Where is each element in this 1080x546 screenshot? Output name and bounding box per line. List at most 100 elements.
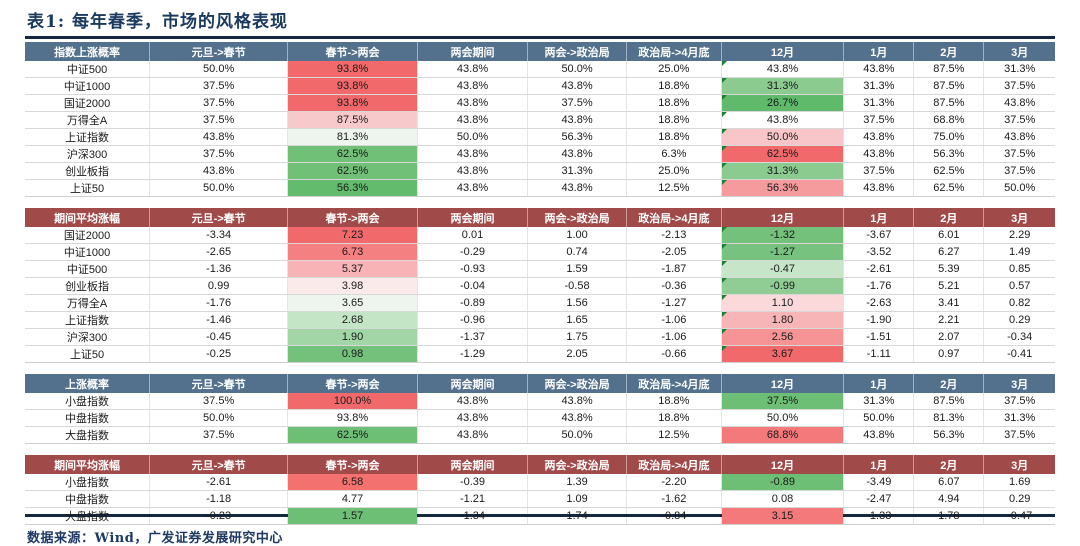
table-row: 上证指数 -1.46 2.68 -0.96 1.65 -1.06 1.80 -1.90 2.21… bbox=[25, 311, 1055, 329]
row-label: 中证500 bbox=[25, 61, 151, 78]
data-cell: 43.8% bbox=[527, 77, 627, 95]
table-row: 中盘指数 50.0% 93.8% 43.8% 43.8% 18.8% 50.0% 50.0% 8… bbox=[25, 409, 1055, 427]
data-cell-with-corner-mark-icon: 31.3% bbox=[721, 162, 845, 180]
row-label: 沪深300 bbox=[25, 145, 151, 163]
data-cell: -1.37 bbox=[417, 328, 529, 346]
data-cell: 31.3% bbox=[843, 94, 915, 112]
data-cell: 87.5% bbox=[913, 393, 985, 410]
data-cell: 43.8% bbox=[527, 409, 627, 427]
data-cell: 2.21 bbox=[913, 311, 985, 329]
tables-container: 指数上涨概率 元旦->春节 春节->两会 两会期间 两会->政治局 政治局->4月底 12月… bbox=[25, 42, 1055, 525]
data-cell: 43.8% bbox=[843, 426, 915, 444]
data-cell: 75.0% bbox=[913, 128, 985, 146]
data-cell-with-corner-mark-icon: 1.10 bbox=[721, 294, 845, 312]
data-cell: -2.13 bbox=[626, 227, 722, 244]
data-cell: -2.65 bbox=[149, 243, 289, 261]
data-cell: 0.82 bbox=[983, 294, 1055, 312]
row-label: 万得全A bbox=[25, 111, 151, 129]
data-cell-with-corner-mark-icon: -0.47 bbox=[721, 260, 845, 278]
data-cell: 12.5% bbox=[626, 179, 722, 197]
data-cell: 18.8% bbox=[626, 111, 722, 129]
data-cell: 37.5% bbox=[983, 77, 1055, 95]
data-cell: 37.5% bbox=[983, 162, 1055, 180]
data-cell: 1.59 bbox=[527, 260, 627, 278]
data-cell: -1.21 bbox=[417, 490, 529, 508]
index-rise-probability-table: 指数上涨概率 元旦->春节 春节->两会 两会期间 两会->政治局 政治局->4月底 12月… bbox=[25, 42, 1055, 197]
data-cell: -1.34 bbox=[417, 507, 529, 525]
data-cell: 6.58 bbox=[287, 474, 418, 491]
data-cell: 4.94 bbox=[913, 490, 985, 508]
row-label: 小盘指数 bbox=[25, 393, 151, 410]
data-cell: 1.00 bbox=[527, 227, 627, 244]
data-cell: -1.46 bbox=[149, 311, 289, 329]
data-cell: 25.0% bbox=[626, 162, 722, 180]
data-cell: 50.0% bbox=[149, 179, 289, 197]
data-cell: 62.5% bbox=[287, 162, 418, 180]
period-column-header: 12月 bbox=[721, 374, 845, 393]
data-cell: 62.5% bbox=[287, 145, 418, 163]
data-cell: 6.3% bbox=[626, 145, 722, 163]
row-label: 国证2000 bbox=[25, 227, 151, 244]
data-cell: 81.3% bbox=[287, 128, 418, 146]
metric-header: 期间平均涨幅 bbox=[25, 455, 151, 474]
table-row: 中证500 50.0% 93.8% 43.8% 50.0% 25.0% 43.8% 43.8%… bbox=[25, 61, 1055, 78]
data-cell: 43.8% bbox=[149, 162, 289, 180]
period-column-header: 1月 bbox=[843, 208, 915, 227]
data-cell: 37.5% bbox=[983, 145, 1055, 163]
data-cell: 31.3% bbox=[527, 162, 627, 180]
data-cell: -1.29 bbox=[417, 345, 529, 363]
period-column-header: 12月 bbox=[721, 455, 845, 474]
data-cell: 50.0% bbox=[527, 426, 627, 444]
data-cell: 0.99 bbox=[149, 277, 289, 295]
index-average-gain-table: 期间平均涨幅 元旦->春节 春节->两会 两会期间 两会->政治局 政治局->4月底 12月… bbox=[25, 208, 1055, 363]
data-cell: 0.57 bbox=[983, 277, 1055, 295]
table-row: 上证50 -0.25 0.98 -1.29 2.05 -0.66 3.67 -1.11 0.97… bbox=[25, 345, 1055, 363]
header-row: 上涨概率 元旦->春节 春节->两会 两会期间 两会->政治局 政治局->4月底 12月 1月… bbox=[25, 374, 1055, 393]
data-cell: 5.21 bbox=[913, 277, 985, 295]
data-cell: 6.27 bbox=[913, 243, 985, 261]
data-cell: 50.0% bbox=[527, 61, 627, 78]
data-cell: -2.61 bbox=[149, 474, 289, 491]
data-cell: 62.5% bbox=[287, 426, 418, 444]
data-cell: -3.34 bbox=[149, 227, 289, 244]
period-column-header: 2月 bbox=[913, 208, 985, 227]
data-cell: 56.3% bbox=[913, 145, 985, 163]
data-cell: 37.5% bbox=[983, 393, 1055, 410]
data-cell: 6.07 bbox=[913, 474, 985, 491]
data-cell: 50.0% bbox=[983, 179, 1055, 197]
header-row: 指数上涨概率 元旦->春节 春节->两会 两会期间 两会->政治局 政治局->4月底 12月… bbox=[25, 42, 1055, 61]
period-column-header: 元旦->春节 bbox=[149, 42, 289, 61]
title-divider bbox=[25, 36, 1055, 39]
period-column-header: 3月 bbox=[1011, 378, 1029, 391]
data-cell: 0.29 bbox=[983, 311, 1055, 329]
period-column-header: 两会->政治局 bbox=[527, 455, 627, 474]
data-cell: -1.27 bbox=[626, 294, 722, 312]
row-label: 万得全A bbox=[25, 294, 151, 312]
table-row: 上证指数 43.8% 81.3% 50.0% 56.3% 18.8% 50.0% 43.8% 7… bbox=[25, 128, 1055, 146]
period-column-header: 2月 bbox=[913, 42, 985, 61]
period-column-header: 2月 bbox=[913, 374, 985, 393]
row-label: 上证50 bbox=[25, 345, 151, 363]
table-row: 国证2000 37.5% 93.8% 43.8% 37.5% 18.8% 26.7% 31.3… bbox=[25, 94, 1055, 112]
data-cell: 37.5% bbox=[149, 111, 289, 129]
data-cell: 43.8% bbox=[843, 128, 915, 146]
data-cell: -1.36 bbox=[149, 260, 289, 278]
data-cell: 1.69 bbox=[983, 474, 1055, 491]
data-cell: 37.5% bbox=[149, 94, 289, 112]
data-cell: 56.3% bbox=[527, 128, 627, 146]
data-cell-with-corner-mark-icon: 56.3% bbox=[721, 179, 845, 197]
data-cell: -0.84 bbox=[626, 507, 722, 525]
period-column-header: 12月 bbox=[721, 42, 845, 61]
data-cell: 93.8% bbox=[287, 409, 418, 427]
data-cell: 62.5% bbox=[913, 179, 985, 197]
data-cell: -0.39 bbox=[417, 474, 529, 491]
table-row: 中证500 -1.36 5.37 -0.93 1.59 -1.87 -0.47 -2.61 5.… bbox=[25, 260, 1055, 278]
data-cell: 0.97 bbox=[913, 345, 985, 363]
row-label: 沪深300 bbox=[25, 328, 151, 346]
data-cell: 18.8% bbox=[626, 393, 722, 410]
data-cell: 2.05 bbox=[527, 345, 627, 363]
period-column-header: 两会期间 bbox=[417, 374, 529, 393]
table-row: 中盘指数 -1.18 4.77 -1.21 1.09 -1.62 0.08 -2.47 4.94… bbox=[25, 490, 1055, 508]
data-cell: 37.5% bbox=[843, 111, 915, 129]
period-column-header: 1月 bbox=[843, 374, 915, 393]
